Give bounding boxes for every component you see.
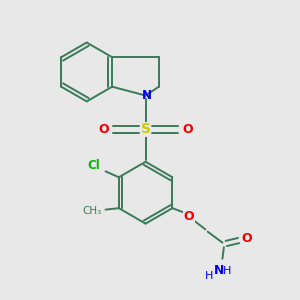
Text: O: O xyxy=(182,123,193,136)
Text: H: H xyxy=(223,266,231,276)
Text: O: O xyxy=(242,232,252,245)
Text: O: O xyxy=(98,123,109,136)
Text: O: O xyxy=(184,210,194,223)
Text: CH₃: CH₃ xyxy=(83,206,102,216)
Text: N: N xyxy=(213,264,224,277)
Text: S: S xyxy=(141,122,151,136)
Text: N: N xyxy=(142,89,152,102)
Text: Cl: Cl xyxy=(87,159,100,172)
Text: H: H xyxy=(205,271,213,281)
